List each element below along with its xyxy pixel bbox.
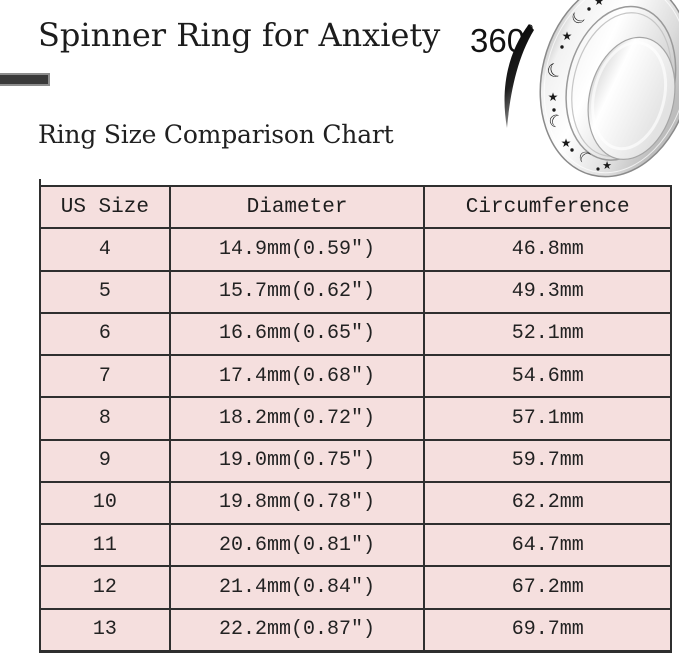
cell-diameter: 15.7mm(0.62″) (168, 271, 424, 312)
cell-us-size: 13 (92, 618, 117, 642)
column-header-diameter: Diameter (168, 187, 424, 228)
dot-icon (560, 45, 564, 49)
dot-icon (587, 7, 591, 11)
table-row: 4 14.9mm(0.59″) 46.8mm (41, 227, 670, 270)
table-row: 11 20.6mm(0.81″) 64.7mm (41, 523, 670, 566)
chart-heading: Ring Size Comparison Chart (38, 120, 394, 149)
cell-us-size: 12 (92, 576, 117, 600)
cell-circumference: 64.7mm (423, 525, 670, 566)
cell-us-size: 9 (98, 449, 111, 473)
cell-circumference: 59.7mm (423, 440, 670, 481)
cell-diameter: 20.6mm(0.81″) (168, 525, 424, 566)
accent-bar (0, 73, 50, 86)
cell-circumference: 57.1mm (423, 398, 670, 439)
table-row: 10 19.8mm(0.78″) 62.2mm (41, 480, 670, 524)
ring-band (539, 0, 679, 178)
cell-us-size: 11 (92, 533, 117, 557)
star-icon: ★ (548, 90, 559, 104)
moon-icon: ☾ (544, 58, 568, 85)
cell-us-size: 6 (98, 322, 111, 346)
cell-circumference: 69.7mm (423, 609, 670, 650)
dot-icon (596, 167, 600, 171)
cell-diameter: 18.2mm(0.72″) (168, 398, 424, 439)
cell-us-size: 4 (98, 237, 111, 261)
table-row: 9 19.0mm(0.75″) 59.7mm (41, 438, 670, 481)
table-row: 7 17.4mm(0.68″) 54.6mm (41, 354, 670, 397)
table-row: 8 18.2mm(0.72″) 57.1mm (41, 396, 670, 439)
moon-icon: ☾ (573, 146, 597, 169)
cell-diameter: 22.2mm(0.87″) (168, 609, 424, 650)
rotation-value: 360 (470, 22, 526, 59)
dot-icon (570, 148, 574, 152)
ring-engravings: ★ ☾ ★ ☾ ★ ☾ ★ ☾ ★ (544, 0, 612, 172)
cell-us-size: 5 (98, 280, 111, 304)
cell-diameter: 14.9mm(0.59″) (168, 229, 424, 270)
cell-us-size: 8 (98, 406, 111, 430)
table-row: 6 16.6mm(0.65″) 52.1mm (41, 311, 670, 355)
product-title: Spinner Ring for Anxiety (38, 16, 441, 54)
cell-diameter: 19.0mm(0.75″) (168, 440, 424, 481)
cell-diameter: 17.4mm(0.68″) (168, 356, 424, 397)
cell-us-size: 7 (98, 364, 111, 388)
cell-us-size: 10 (92, 491, 117, 515)
dot-icon (552, 108, 556, 112)
star-icon: ★ (594, 0, 605, 8)
column-header-us-size: US Size (60, 195, 149, 219)
ring-size-table: US Size Diameter Circumference 4 14.9mm(… (39, 185, 672, 653)
cell-circumference: 54.6mm (423, 356, 670, 397)
star-icon: ★ (561, 136, 572, 150)
star-icon: ★ (562, 29, 573, 43)
table-row: 13 22.2mm(0.87″) 69.7mm (41, 607, 670, 650)
degree-icon: ° (526, 22, 534, 43)
table-row: 5 15.7mm(0.62″) 49.3mm (41, 269, 670, 312)
cell-diameter: 19.8mm(0.78″) (168, 482, 424, 524)
cell-circumference: 46.8mm (423, 229, 670, 270)
cell-circumference: 49.3mm (423, 271, 670, 312)
table-header-row: US Size Diameter Circumference (41, 187, 670, 228)
cell-circumference: 67.2mm (423, 567, 670, 608)
column-header-circumference: Circumference (423, 187, 670, 228)
star-icon: ★ (602, 159, 612, 172)
cell-diameter: 21.4mm(0.84″) (168, 567, 424, 608)
moon-icon: ☾ (546, 110, 566, 133)
cell-circumference: 62.2mm (423, 482, 670, 524)
cell-diameter: 16.6mm(0.65″) (168, 313, 424, 355)
moon-icon: ☾ (567, 6, 592, 30)
cell-circumference: 52.1mm (423, 313, 670, 355)
rotation-badge: 360° (470, 22, 534, 60)
table-row: 12 21.4mm(0.84″) 67.2mm (41, 565, 670, 608)
table-corner-tick (39, 179, 41, 185)
